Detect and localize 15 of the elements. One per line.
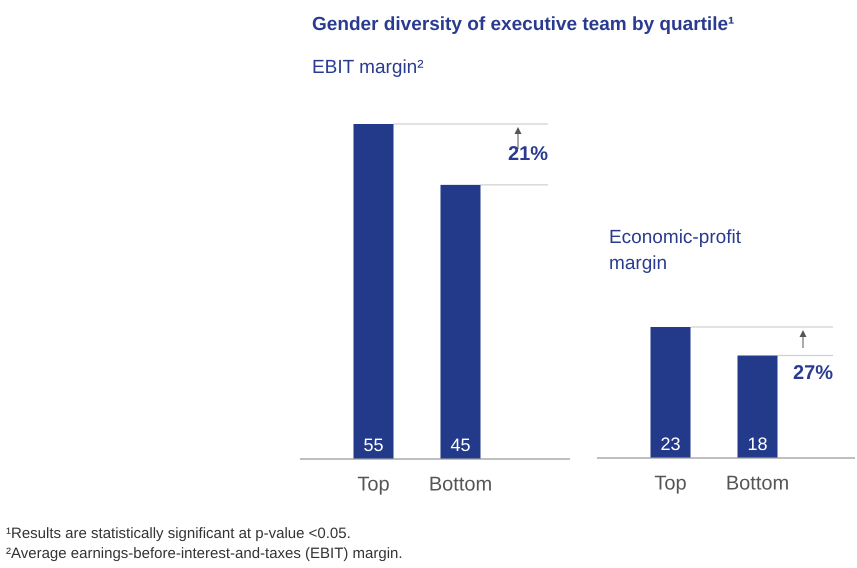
- data-label: 18: [747, 434, 768, 454]
- annotation: 21%: [508, 142, 548, 165]
- data-label: 45: [450, 434, 471, 455]
- data-label: 55: [363, 434, 384, 455]
- chart-subtitle: Economic-profit margin: [609, 226, 742, 276]
- chart-title: Gender diversity of executive team by quartile¹: [312, 14, 734, 36]
- x-tick-label: Bottom: [428, 474, 492, 496]
- x-tick-label: Bottom: [726, 472, 790, 495]
- data-label: 23: [660, 434, 681, 454]
- x-tick-label: Top: [654, 472, 687, 495]
- annotation: 27%: [792, 362, 834, 384]
- text: ²Average earnings-before-interest-and-taxes (EBIT) margin.: [6, 545, 403, 562]
- text: ¹Results are statistically significant at p-value <0.05.: [6, 525, 351, 542]
- chart-subtitle: EBIT margin²: [312, 56, 425, 80]
- x-tick-label: Top: [357, 474, 390, 496]
